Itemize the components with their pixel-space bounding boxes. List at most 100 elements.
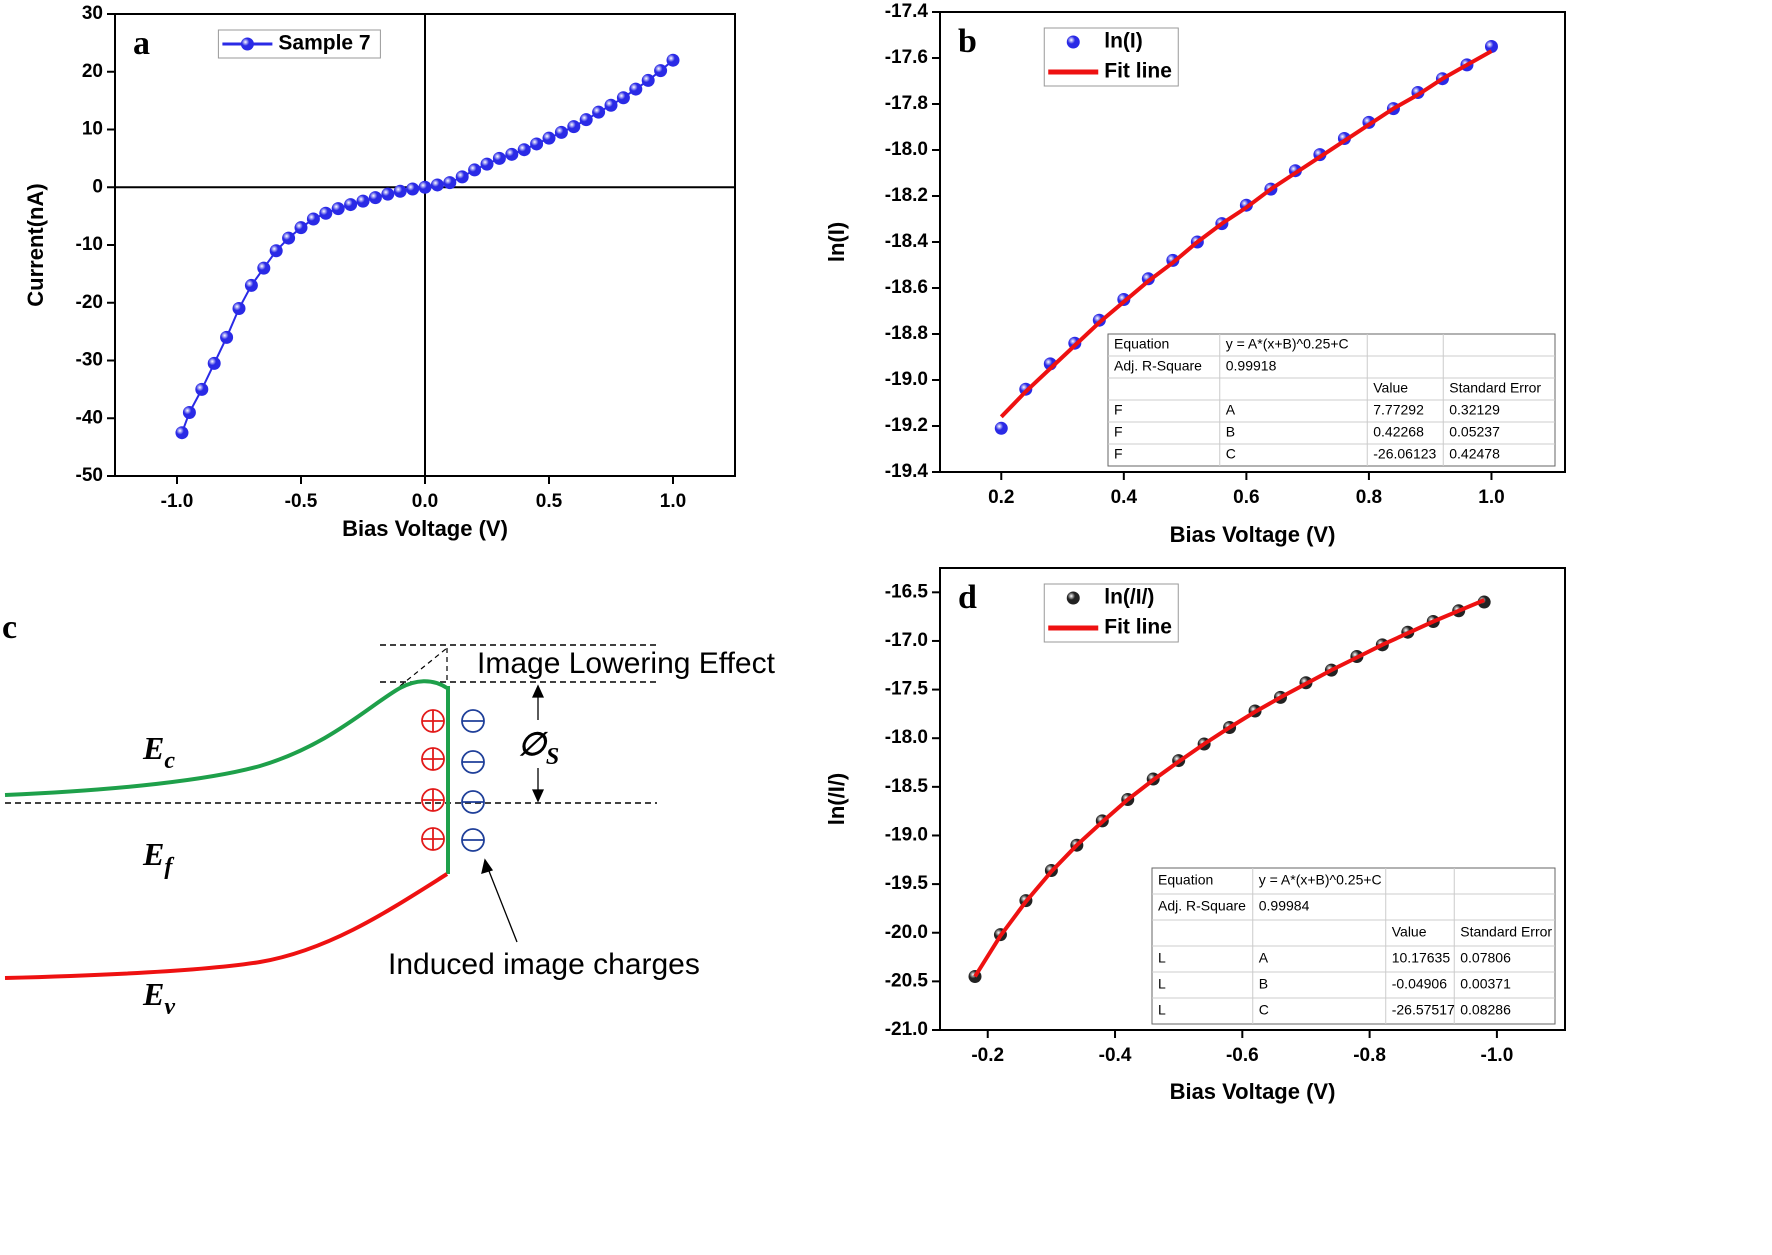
subscript: c (164, 748, 175, 774)
y-tick-label: -18.0 (885, 139, 928, 160)
table-cell: L (1158, 1002, 1166, 1018)
legend: Sample 7 (217, 29, 381, 59)
data-point (505, 147, 519, 161)
x-tick-label: -0.5 (285, 491, 318, 512)
y-axis-label: Current(nA) (23, 183, 48, 306)
data-point (542, 131, 556, 145)
data-point (257, 261, 271, 275)
x-tick-label: 1.0 (660, 491, 686, 512)
data-point (554, 125, 568, 139)
ec-label: Ec (142, 730, 175, 773)
x-tick-label: 0.8 (1356, 487, 1382, 508)
table-cell: F (1114, 424, 1123, 440)
table-cell: -26.57517 (1392, 1002, 1455, 1018)
subscript: S (546, 744, 559, 770)
y-tick-label: -17.4 (885, 1, 929, 22)
y-tick-label: -17.8 (885, 93, 928, 114)
data-point (654, 64, 668, 78)
data-point (406, 182, 420, 196)
y-tick-label: 0 (92, 176, 103, 197)
legend-frame (1043, 583, 1179, 643)
y-axis-label: ln(/I/) (824, 773, 849, 826)
panel-label: c (2, 609, 17, 646)
table-cell: 0.05237 (1449, 424, 1500, 440)
x-axis-label: Bias Voltage (V) (342, 516, 508, 541)
data-point (579, 113, 593, 127)
chart: -0.2 -0.4 -0.6 -0.8 -1.0 -21.0 -20.5 -20.0 -19.5… (824, 567, 1566, 1104)
data-point (592, 105, 606, 119)
data-point (232, 302, 246, 316)
table-cell: Standard Error (1460, 924, 1552, 940)
symbol: ∅ (518, 726, 549, 762)
y-axis-label: ln(I) (824, 222, 849, 262)
data-point (319, 206, 333, 220)
legend-label: ln(/I/) (1104, 586, 1154, 609)
data-point (306, 212, 320, 226)
x-tick-label: -0.2 (971, 1045, 1004, 1066)
legend-label: Fit line (1104, 60, 1172, 83)
table-cell: 0.99918 (1226, 358, 1277, 374)
y-tick-label: -20.5 (885, 970, 929, 991)
ev-label: Ev (142, 976, 175, 1019)
table-cell: C (1226, 446, 1236, 462)
y-tick-label: -10 (76, 234, 103, 255)
y-tick-label: -17.6 (885, 47, 928, 68)
y-tick-label: -19.0 (885, 824, 928, 845)
data-point (641, 73, 655, 87)
y-tick-label: -17.0 (885, 630, 928, 651)
data-point (994, 421, 1008, 435)
conduction-band (4, 679, 449, 797)
dashed-line (399, 647, 448, 687)
table-cell: F (1114, 446, 1123, 462)
x-tick-label: 0.2 (988, 487, 1014, 508)
y-tick-label: -17.5 (885, 679, 929, 700)
data-point (629, 82, 643, 96)
data-point (1484, 40, 1498, 53)
x-tick-label: -0.8 (1353, 1045, 1386, 1066)
legend-label: ln(I) (1104, 30, 1142, 53)
table-cell: A (1259, 950, 1269, 966)
data-point (468, 163, 482, 177)
x-tick-label: -0.4 (1099, 1045, 1132, 1066)
image-lowering-label: Image Lowering Effect (477, 647, 776, 680)
y-tick-label: -21.0 (885, 1019, 928, 1040)
data-point (530, 137, 544, 151)
table-cell: -26.06123 (1373, 446, 1436, 462)
table-cell: Standard Error (1449, 380, 1541, 396)
y-tick-label: -18.4 (885, 231, 929, 252)
y-tick-label: -19.2 (885, 415, 928, 436)
fit-table: Equation y = A*(x+B)^0.25+C Adj. R-Square 0… (1151, 867, 1556, 1025)
data-point (604, 98, 618, 112)
band-diagram: c Image Lowerin (2, 609, 776, 1020)
legend-frame (1043, 27, 1179, 87)
data-point (207, 356, 221, 370)
table-cell: 0.42268 (1373, 424, 1424, 440)
x-tick-label: 0.5 (536, 491, 563, 512)
y-tick-label: -19.0 (885, 369, 928, 390)
data-point (182, 405, 196, 419)
x-tick-label: -1.0 (161, 491, 194, 512)
table-cell: 7.77292 (1373, 402, 1424, 418)
symbol: E (142, 836, 164, 872)
y-tick-label: -18.6 (885, 277, 928, 298)
table-cell: 0.08286 (1460, 1002, 1511, 1018)
data-point (381, 187, 395, 201)
table-cell: L (1158, 950, 1166, 966)
data-point (175, 426, 189, 440)
y-tick-label: -18.2 (885, 185, 928, 206)
plot-frame (939, 567, 1566, 1031)
data-point (443, 176, 457, 190)
barrier-label: ∅S (518, 726, 559, 769)
x-tick-label: -0.6 (1226, 1045, 1259, 1066)
table-cell: 0.00371 (1460, 976, 1511, 992)
table-cell: C (1259, 1002, 1269, 1018)
data-point (430, 178, 444, 192)
induced-charges-label: Induced image charges (388, 948, 700, 981)
data-point (666, 53, 680, 67)
panel-label: a (133, 25, 150, 62)
symbol: E (142, 730, 164, 766)
table-cell: L (1158, 976, 1166, 992)
y-tick-label: -50 (76, 465, 103, 486)
table-cell: B (1226, 424, 1235, 440)
